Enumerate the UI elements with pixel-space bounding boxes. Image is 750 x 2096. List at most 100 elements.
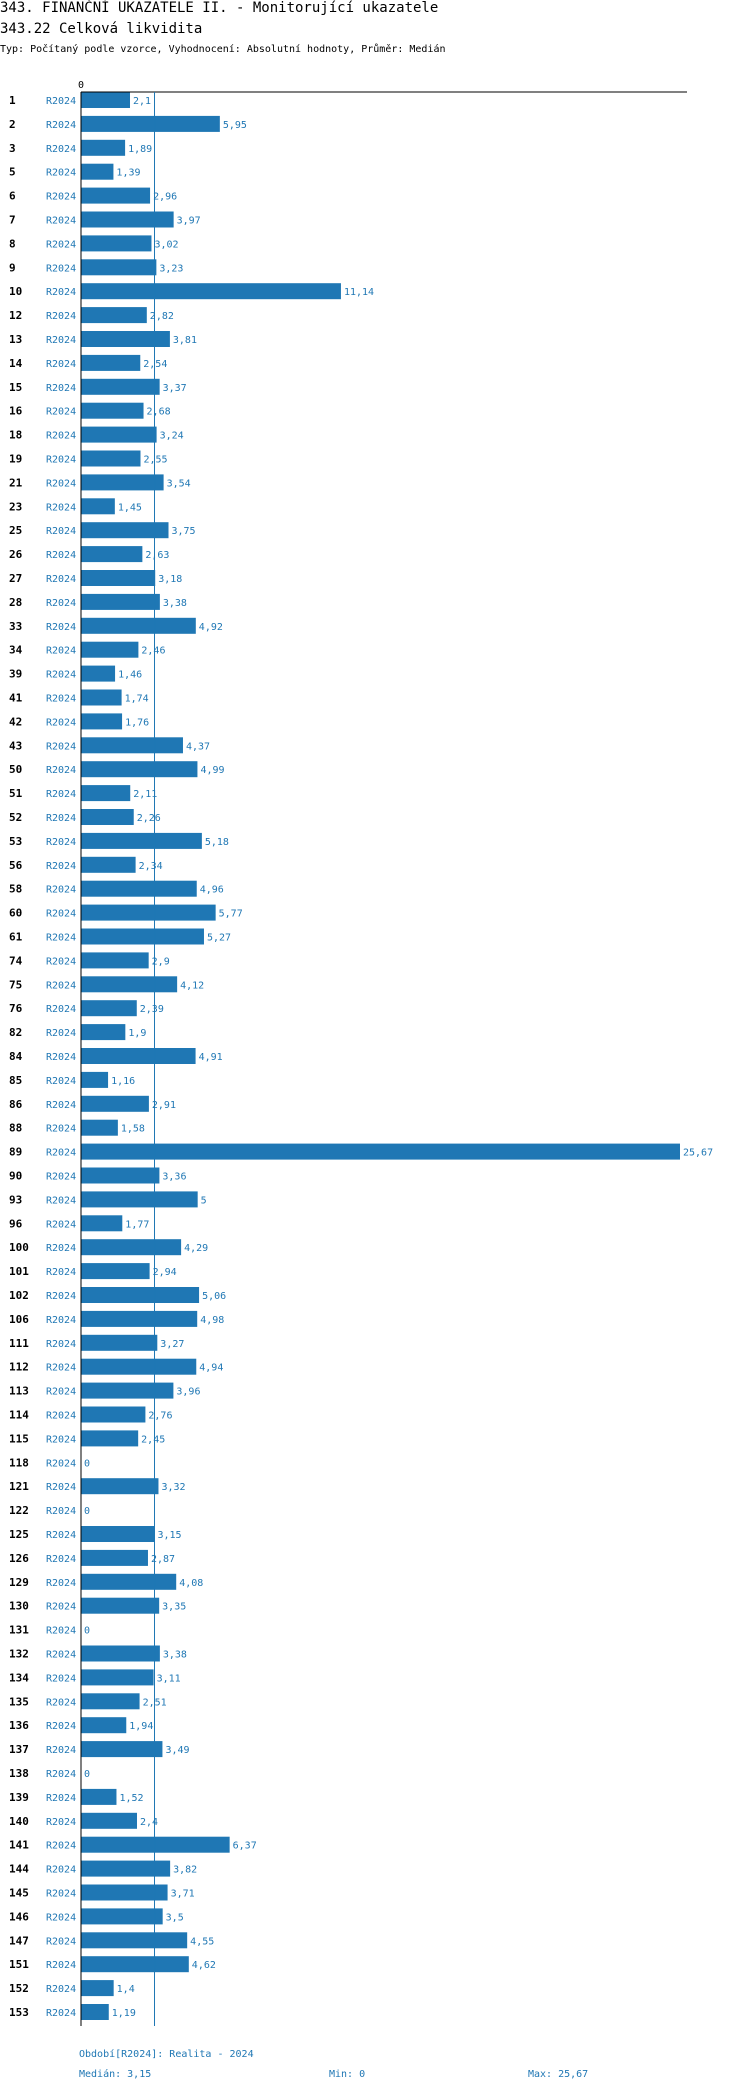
row-series-label: R2024 (46, 1387, 76, 1398)
bar (81, 1478, 159, 1495)
row-category-label: 126 (9, 1552, 29, 1565)
bar-value-label: 3,02 (154, 239, 178, 250)
bar-value-label: 4,92 (199, 622, 223, 633)
bar (81, 1980, 114, 1997)
bar (81, 1215, 123, 1232)
bar (81, 1119, 118, 1136)
bar-value-label: 4,29 (184, 1243, 208, 1254)
bar (81, 1167, 160, 1184)
row-series-label: R2024 (46, 1912, 76, 1923)
row-category-label: 89 (9, 1146, 22, 1159)
row-series-label: R2024 (46, 765, 76, 776)
bar (81, 354, 141, 371)
bar (81, 1071, 109, 1088)
bar-value-label: 1,16 (111, 1076, 135, 1087)
row-category-label: 42 (9, 715, 22, 728)
bar-value-label: 2,45 (141, 1434, 165, 1445)
footer-min: Min: 0 (329, 2069, 366, 2080)
bar-value-label: 3,38 (163, 1650, 187, 1661)
row-series-label: R2024 (46, 741, 76, 752)
bar (81, 761, 198, 778)
row-series-label: R2024 (46, 1554, 76, 1565)
bar (81, 92, 131, 108)
row-series-label: R2024 (46, 885, 76, 896)
bar-value-label: 3,5 (166, 1912, 184, 1923)
footer-period: Období[R2024]: Realita - 2024 (79, 2049, 254, 2060)
row-category-label: 129 (9, 1576, 29, 1589)
row-series-label: R2024 (46, 120, 76, 131)
bar-value-label: 2,54 (143, 359, 167, 370)
row-series-label: R2024 (46, 335, 76, 346)
bar (81, 1836, 230, 1853)
bar (81, 283, 341, 300)
bar-value-label: 1,19 (112, 2008, 136, 2019)
bar-value-label: 2,46 (141, 646, 165, 657)
bar-value-label: 4,91 (199, 1052, 223, 1063)
bar-value-label: 4,94 (199, 1363, 223, 1374)
row-series-label: R2024 (46, 1721, 76, 1732)
bar-value-label: 2,11 (133, 789, 157, 800)
bar (81, 1884, 168, 1901)
bar-value-label: 5,18 (205, 837, 229, 848)
row-category-label: 121 (9, 1480, 29, 1493)
row-category-label: 13 (9, 333, 22, 346)
row-series-label: R2024 (46, 1530, 76, 1541)
row-series-label: R2024 (46, 789, 76, 800)
bar-value-label: 4,08 (179, 1578, 203, 1589)
row-series-label: R2024 (46, 144, 76, 155)
bar-value-label: 3,18 (158, 574, 182, 585)
row-series-label: R2024 (46, 694, 76, 705)
bar-value-label: 3,37 (163, 383, 187, 394)
row-series-label: R2024 (46, 311, 76, 322)
row-category-label: 84 (9, 1050, 23, 1063)
row-series-label: R2024 (46, 407, 76, 418)
bar (81, 641, 139, 658)
bar (81, 1812, 138, 1829)
row-category-label: 50 (9, 763, 22, 776)
row-series-label: R2024 (46, 1817, 76, 1828)
bar (81, 1549, 148, 1566)
row-category-label: 151 (9, 1958, 29, 1971)
row-category-label: 58 (9, 883, 22, 896)
bar (81, 976, 178, 993)
bar-value-label: 3,27 (160, 1339, 184, 1350)
row-category-label: 139 (9, 1791, 29, 1804)
bar-value-label: 1,9 (128, 1028, 146, 1039)
bar (81, 1287, 200, 1303)
bar-value-label: 1,52 (119, 1793, 143, 1804)
bar-value-label: 3,35 (162, 1602, 186, 1613)
row-series-label: R2024 (46, 478, 76, 489)
row-series-label: R2024 (46, 598, 76, 609)
row-series-label: R2024 (46, 670, 76, 681)
row-series-label: R2024 (46, 168, 76, 179)
bar (81, 426, 157, 443)
row-series-label: R2024 (46, 1195, 76, 1206)
row-series-label: R2024 (46, 383, 76, 394)
row-series-label: R2024 (46, 717, 76, 728)
row-series-label: R2024 (46, 1028, 76, 1039)
bar-value-label: 2,91 (152, 1100, 176, 1111)
bar-value-label: 4,96 (200, 885, 224, 896)
row-category-label: 34 (9, 644, 23, 657)
bar-value-label: 3,36 (162, 1172, 186, 1183)
row-category-label: 137 (9, 1743, 29, 1756)
bar-value-label: 2,76 (148, 1411, 172, 1422)
bar-value-label: 2,82 (150, 311, 174, 322)
row-category-label: 51 (9, 787, 23, 800)
bar (81, 1048, 196, 1064)
row-category-label: 102 (9, 1289, 29, 1302)
row-series-label: R2024 (46, 287, 76, 298)
bar (81, 737, 183, 754)
row-category-label: 53 (9, 835, 22, 848)
row-series-label: R2024 (46, 1052, 76, 1063)
bar (81, 235, 152, 252)
row-category-label: 16 (9, 405, 23, 418)
bar (81, 952, 149, 969)
bar (81, 1526, 155, 1542)
bar (81, 1239, 182, 1256)
bar (81, 593, 160, 610)
bar (81, 163, 114, 180)
bar-value-label: 6,37 (233, 1841, 257, 1852)
row-series-label: R2024 (46, 1267, 76, 1278)
